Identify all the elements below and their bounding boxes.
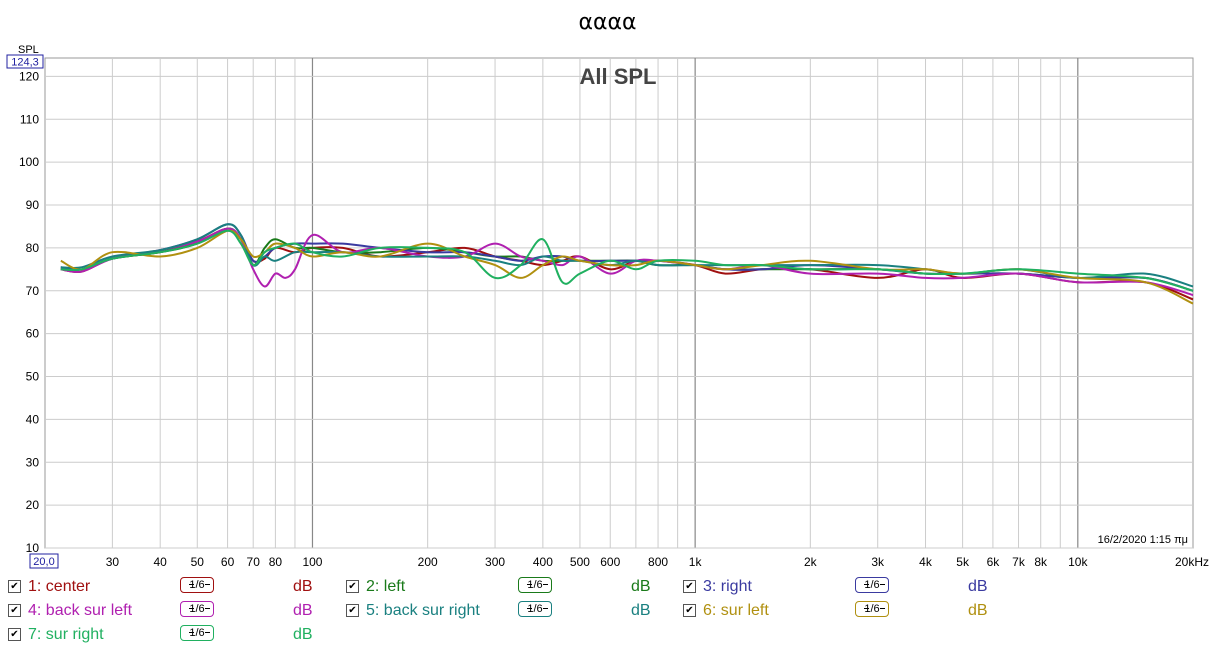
y-axis-label: SPL	[18, 44, 39, 56]
axis-labels: 10 20 30 40 50 60 70 80 90 100 110 120 30 40 50 60 70 80 1…	[19, 69, 1209, 569]
series-lines	[60, 223, 1194, 305]
series-line	[60, 229, 1194, 292]
y-tick-label: 70	[26, 284, 40, 298]
y-tick-label: 20	[26, 498, 40, 512]
legend-item[interactable]: ✔ 2: left 1/6 dB	[346, 577, 666, 597]
x-tick-label: 100	[302, 555, 322, 569]
x-tick-label: 3k	[871, 555, 885, 569]
x-tick-label: 5k	[956, 555, 970, 569]
legend-label: 7: sur right	[28, 626, 104, 643]
legend-label: 6: sur left	[703, 602, 769, 619]
y-tick-label: 60	[26, 327, 40, 341]
legend-item[interactable]: ✔ 4: back sur left 1/6 dB	[8, 601, 328, 621]
legend-checkbox[interactable]: ✔	[346, 604, 359, 617]
x-tick-label: 50	[191, 555, 205, 569]
grid	[45, 58, 1193, 549]
legend-label: 1: center	[28, 578, 91, 595]
legend-item[interactable]: ✔ 3: right 1/6 dB	[683, 577, 1003, 597]
x-tick-label: 30	[106, 555, 120, 569]
y-tick-label: 120	[19, 69, 39, 83]
x-start-value[interactable]: 20,0	[33, 556, 54, 568]
legend-checkbox[interactable]: ✔	[346, 580, 359, 593]
legend-unit: dB	[293, 626, 313, 643]
smoothing-button[interactable]: 1/6	[518, 601, 552, 617]
plot-background	[44, 57, 1194, 549]
series-line	[60, 229, 1194, 305]
legend-unit: dB	[631, 602, 651, 619]
x-tick-label: 2k	[804, 555, 818, 569]
legend-checkbox[interactable]: ✔	[683, 604, 696, 617]
x-start-box	[29, 553, 59, 569]
x-tick-label: 20kHz	[1175, 555, 1209, 569]
legend-label: 5: back sur right	[366, 602, 480, 619]
x-tick-label: 80	[269, 555, 283, 569]
legend-unit: dB	[968, 602, 988, 619]
spl-chart[interactable]: 10 20 30 40 50 60 70 80 90 100 110 120 30 40 50 60 70 80 1…	[0, 0, 1215, 570]
chart-title: All SPL	[579, 64, 656, 89]
y-tick-label: 90	[26, 198, 40, 212]
x-tick-label: 200	[418, 555, 438, 569]
y-tick-label: 40	[26, 412, 40, 426]
y-tick-label: 50	[26, 370, 40, 384]
legend-unit: dB	[293, 578, 313, 595]
x-tick-label: 70	[247, 555, 261, 569]
legend-unit: dB	[631, 578, 651, 595]
y-tick-label: 10	[26, 541, 40, 555]
legend-item[interactable]: ✔ 5: back sur right 1/6 dB	[346, 601, 666, 621]
y-tick-label: 30	[26, 455, 40, 469]
smoothing-button[interactable]: 1/6	[180, 625, 214, 641]
x-tick-label: 40	[154, 555, 168, 569]
legend-item[interactable]: ✔ 7: sur right 1/6 dB	[8, 625, 328, 645]
x-tick-label: 1k	[689, 555, 703, 569]
x-tick-label: 8k	[1034, 555, 1048, 569]
x-tick-label: 7k	[1012, 555, 1026, 569]
legend-label: 2: left	[366, 578, 406, 595]
legend-unit: dB	[968, 578, 988, 595]
y-tick-label: 80	[26, 241, 40, 255]
x-tick-label: 60	[221, 555, 235, 569]
y-top-value[interactable]: 124,3	[11, 57, 39, 69]
y-top-box	[6, 54, 44, 69]
legend-checkbox[interactable]: ✔	[8, 628, 21, 641]
legend-label: 3: right	[703, 578, 752, 595]
x-tick-label: 500	[570, 555, 590, 569]
x-tick-label: 4k	[919, 555, 933, 569]
legend-checkbox[interactable]: ✔	[683, 580, 696, 593]
legend-checkbox[interactable]: ✔	[8, 604, 21, 617]
x-tick-label: 300	[485, 555, 505, 569]
smoothing-button[interactable]: 1/6	[180, 601, 214, 617]
window-title: αααα	[578, 10, 637, 35]
x-tick-label: 6k	[987, 555, 1001, 569]
smoothing-button[interactable]: 1/6	[180, 577, 214, 593]
x-tick-label: 800	[648, 555, 668, 569]
legend-item[interactable]: ✔ 6: sur left 1/6 dB	[683, 601, 1003, 621]
smoothing-button[interactable]: 1/6	[518, 577, 552, 593]
x-tick-label: 400	[533, 555, 553, 569]
smoothing-button[interactable]: 1/6	[855, 601, 889, 617]
x-tick-label: 10k	[1068, 555, 1088, 569]
y-tick-label: 110	[20, 112, 39, 126]
smoothing-button[interactable]: 1/6	[855, 577, 889, 593]
x-tick-label: 600	[600, 555, 620, 569]
timestamp: 16/2/2020 1:15 πμ	[1098, 534, 1188, 546]
legend-checkbox[interactable]: ✔	[8, 580, 21, 593]
legend-label: 4: back sur left	[28, 602, 133, 619]
legend-item[interactable]: ✔ 1: center 1/6 dB	[8, 577, 328, 597]
y-tick-label: 100	[19, 155, 39, 169]
legend-unit: dB	[293, 602, 313, 619]
